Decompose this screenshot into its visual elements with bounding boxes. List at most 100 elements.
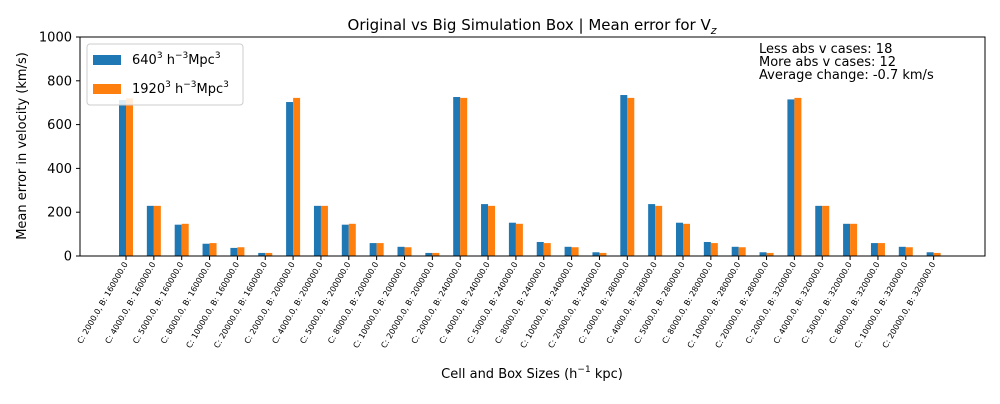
bar-series-0-13 [481,204,489,256]
x-tick-label-19: C: 4000.0, B: 280000.0 [605,261,659,346]
x-tick-label-28: C: 10000.0, B: 320000.0 [853,261,910,350]
bar-series-0-28 [898,246,906,256]
x-tick-label-20: C: 5000.0, B: 280000.0 [633,261,687,346]
x-tick-label-9: C: 8000.0, B: 200000.0 [326,261,380,346]
bar-series-0-0 [119,100,126,256]
annotation-less-cases: Less abs v cases: 18 [759,42,892,57]
bar-series-1-0 [126,98,133,256]
legend: 6403 h−3Mpc3 19203 h−3Mpc3 [86,43,244,106]
y-tick-label-1: 200 [47,206,72,221]
bar-series-1-20 [683,223,690,256]
bar-series-1-23 [766,252,774,256]
x-tick-label-17: C: 20000.0, B: 240000.0 [546,261,603,350]
y-axis-label: Mean error in velocity (km/s) [15,52,30,240]
x-tick-label-1: C: 4000.0, B: 160000.0 [103,261,157,346]
x-tick-label-29: C: 20000.0, B: 320000.0 [881,261,938,350]
bar-series-1-10 [404,247,412,256]
bar-series-0-7 [313,205,321,256]
x-tick-label-5: C: 20000.0, B: 160000.0 [212,261,269,350]
bar-series-1-9 [376,243,384,256]
bar-series-0-16 [564,246,572,256]
x-tick-label-7: C: 4000.0, B: 200000.0 [270,261,324,346]
bar-series-0-20 [676,222,683,256]
x-tick-label-6: C: 2000.0, B: 200000.0 [243,261,297,346]
annotation-block: Less abs v cases: 18 More abs v cases: 1… [759,42,934,83]
bar-series-1-5 [265,252,273,256]
bar-series-1-28 [905,247,913,256]
bar-series-1-1 [153,205,161,256]
bar-series-1-21 [710,243,718,256]
bar-series-1-4 [237,247,245,256]
bar-series-0-6 [286,102,294,256]
bar-series-0-22 [731,246,739,256]
bar-series-0-24 [787,99,795,256]
x-tick-label-10: C: 10000.0, B: 200000.0 [351,261,408,350]
y-tick-label-5: 1000 [39,31,72,46]
x-tick-label-15: C: 8000.0, B: 240000.0 [493,261,547,346]
bar-series-0-21 [703,241,711,256]
bar-series-1-16 [571,247,579,256]
y-tick-label-2: 400 [47,162,72,177]
y-tick-label-0: 0 [64,250,72,265]
bar-series-0-11 [425,252,433,256]
x-tick-label-18: C: 2000.0, B: 280000.0 [577,261,631,346]
x-tick-label-16: C: 10000.0, B: 240000.0 [519,261,576,350]
bar-series-0-18 [620,95,628,256]
bar-series-1-3 [209,243,217,256]
y-tick-label-3: 600 [47,118,72,133]
bar-series-1-17 [599,252,607,256]
x-tick-label-27: C: 8000.0, B: 320000.0 [827,261,881,346]
bar-series-1-12 [460,97,468,256]
bar-series-1-18 [627,97,635,256]
bar-series-1-26 [850,223,858,256]
x-tick-label-4: C: 10000.0, B: 160000.0 [184,261,241,350]
bar-series-0-4 [230,247,238,256]
chart-title: Original vs Big Simulation Box | Mean er… [348,16,717,37]
bar-series-0-29 [926,252,934,256]
bar-series-0-25 [815,205,823,256]
annotation-average-change: Average change: -0.7 km/s [759,68,934,83]
bar-series-1-7 [320,205,328,256]
bar-series-0-26 [843,223,851,256]
x-tick-label-14: C: 5000.0, B: 240000.0 [465,261,519,346]
bar-series-1-13 [488,205,496,256]
x-axis-label: Cell and Box Sizes (h−1 kpc) [441,365,623,382]
bar-series-1-22 [738,247,746,256]
legend-label-1920: 19203 h−3Mpc3 [132,80,229,97]
x-tick-label-21: C: 8000.0, B: 280000.0 [660,261,714,346]
bar-series-1-2 [181,223,189,256]
bar-series-1-19 [655,205,663,256]
x-tick-label-12: C: 2000.0, B: 240000.0 [410,261,464,346]
x-tick-label-3: C: 8000.0, B: 160000.0 [159,261,213,346]
bar-series-0-23 [759,252,767,256]
bar-series-1-25 [822,205,830,256]
x-tick-label-13: C: 4000.0, B: 240000.0 [438,261,492,346]
x-tick-label-25: C: 4000.0, B: 320000.0 [772,261,826,346]
bar-series-0-2 [174,224,182,256]
x-tick-label-26: C: 5000.0, B: 320000.0 [800,261,854,346]
x-tick-label-0: C: 2000.0, B: 160000.0 [76,261,130,346]
x-tick-label-22: C: 10000.0, B: 280000.0 [686,261,743,350]
bar-series-0-15 [536,241,544,256]
x-tick-label-24: C: 2000.0, B: 320000.0 [744,261,798,346]
bar-series-0-3 [202,243,210,256]
bar-series-1-27 [877,243,885,256]
plot-frame [79,36,986,257]
bar-series-1-14 [515,223,523,256]
bar-series-0-8 [341,224,349,256]
x-tick-label-2: C: 5000.0, B: 160000.0 [131,261,185,346]
annotation-more-cases: More abs v cases: 12 [759,55,896,70]
bar-series-0-27 [870,243,878,256]
legend-swatch-1920 [93,84,121,94]
legend-frame [86,43,244,106]
bar-series-0-19 [648,204,656,256]
bar-series-1-8 [348,223,356,256]
bar-series-0-12 [453,97,461,256]
bar-series-1-15 [543,243,551,256]
bar-series-1-24 [794,97,802,256]
bar-series-0-5 [258,252,266,256]
legend-label-640: 6403 h−3Mpc3 [132,51,221,68]
bar-series-1-6 [293,97,301,256]
x-tick-label-11: C: 20000.0, B: 200000.0 [379,261,436,350]
